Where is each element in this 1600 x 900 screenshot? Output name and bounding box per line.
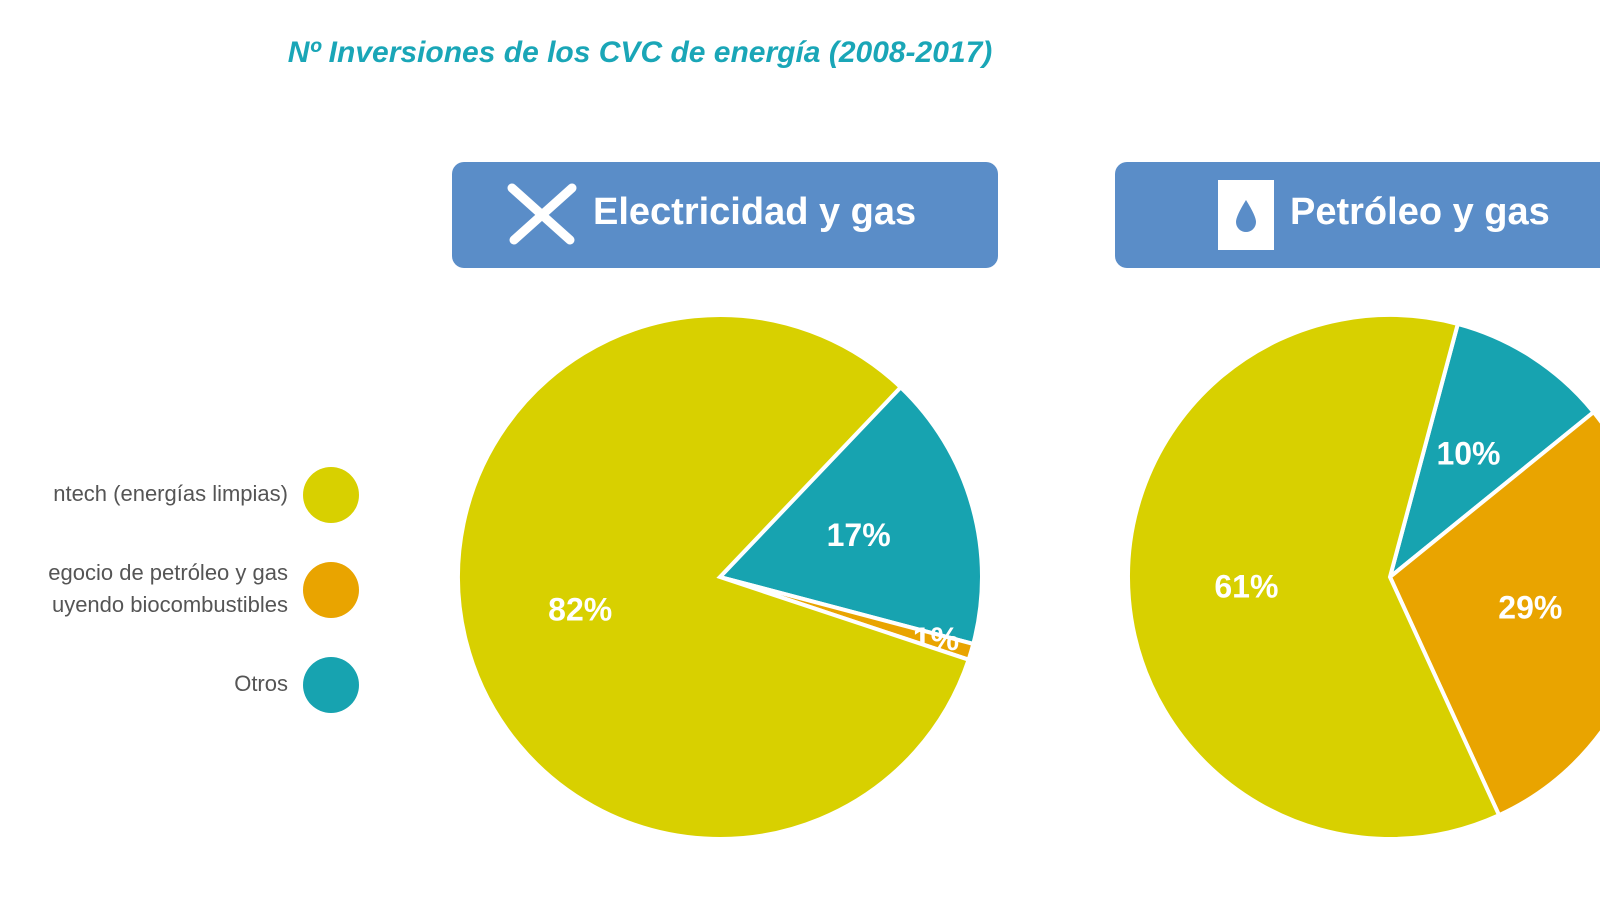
- slice-label: 82%: [548, 591, 612, 627]
- legend-text: uyendo biocombustibles: [52, 592, 288, 617]
- legend-text: Otros: [234, 671, 288, 696]
- legend-text: egocio de petróleo y gas: [48, 560, 288, 585]
- chart-title: Nº Inversiones de los CVC de energía (20…: [288, 36, 993, 69]
- legend-dot: [303, 657, 359, 713]
- pie-title: Electricidad y gas: [593, 191, 916, 233]
- legend-dot: [303, 562, 359, 618]
- slice-label: 10%: [1436, 436, 1500, 472]
- pie-slice: [1126, 313, 1502, 841]
- slice-label: 17%: [827, 517, 891, 553]
- slice-label: 29%: [1498, 589, 1562, 625]
- pie-slice: [456, 313, 972, 841]
- legend-dot: [303, 467, 359, 523]
- pie-slice: [1387, 409, 1600, 818]
- barrel-icon: [1218, 180, 1274, 250]
- tools-icon: [507, 183, 577, 245]
- header-box: [452, 162, 998, 268]
- pie-slice: [716, 384, 984, 647]
- slice-label: 61%: [1214, 569, 1278, 605]
- legend-text: ntech (energías limpias): [53, 481, 288, 506]
- pie-title: Petróleo y gas: [1290, 191, 1550, 233]
